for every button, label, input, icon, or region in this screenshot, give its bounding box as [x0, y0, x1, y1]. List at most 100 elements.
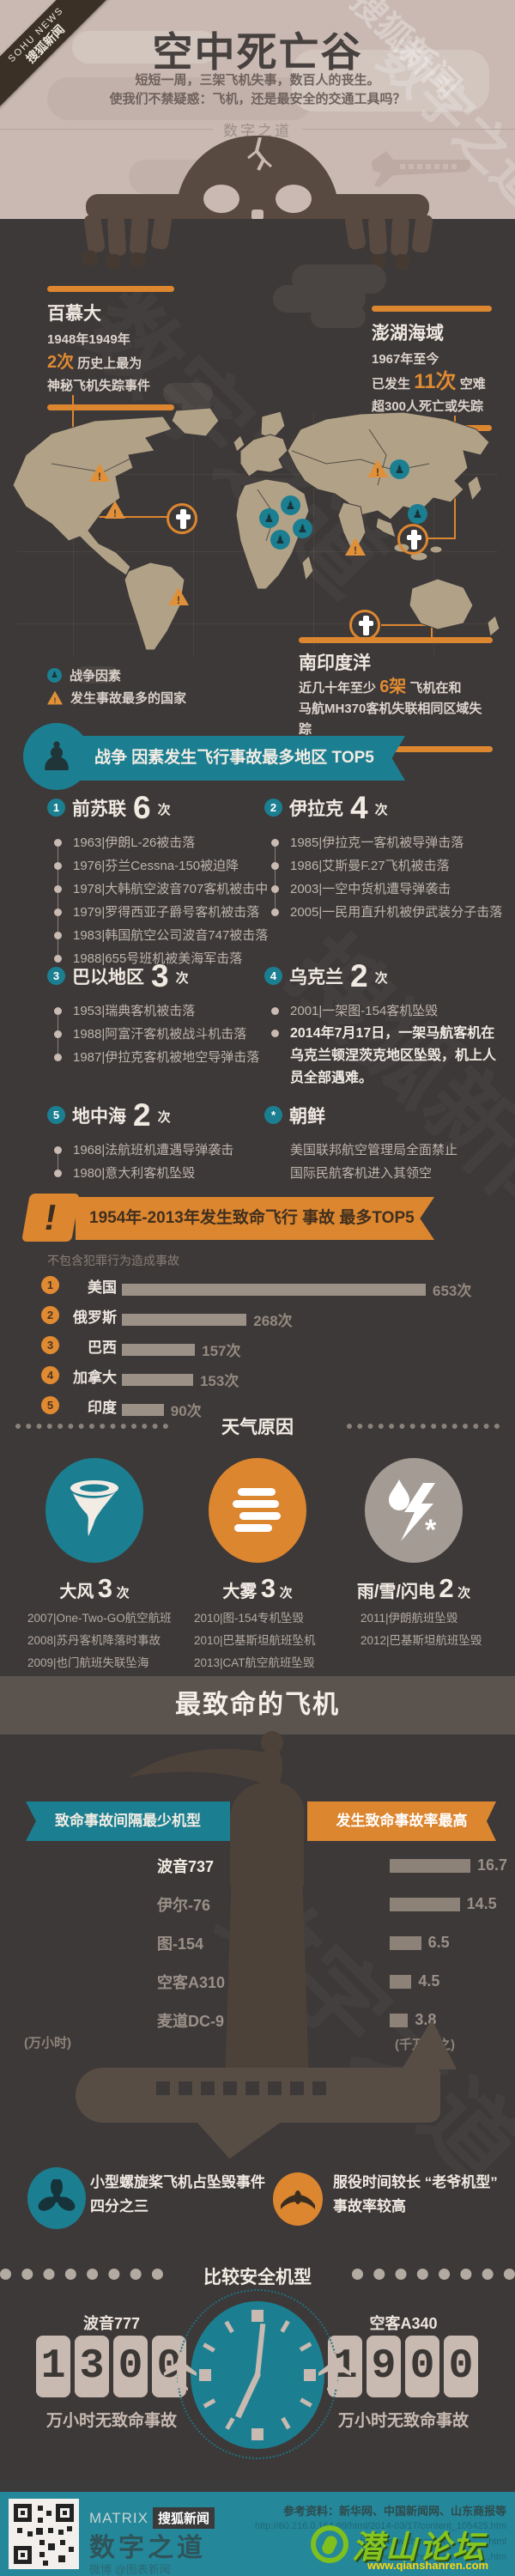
event-list: 1953|瑞典客机被击落 1988|阿富汗客机被战斗机击落 1987|伊拉克客机…: [47, 999, 270, 1069]
deadliest-heading: 最致命的飞机: [0, 1676, 515, 1735]
cloud-shape: [47, 77, 313, 120]
bar-label: 巴西: [88, 1340, 117, 1356]
region-unit: 次: [157, 1110, 171, 1125]
event-item: 2009|也门航班失联坠海: [27, 1656, 149, 1669]
bar-row-canada: 4 加拿大 153次: [0, 1364, 515, 1389]
bar: [122, 1403, 164, 1416]
byline-label: 数字之道: [223, 123, 292, 139]
connector-line: [428, 538, 456, 539]
skull-eye-right: [276, 185, 312, 213]
rank-badge: 4: [264, 967, 282, 985]
flip-digit: 9: [367, 2336, 401, 2397]
cross-marker-icon: [349, 610, 380, 641]
airplane-window: [201, 2081, 215, 2095]
skull-finger-tip: [393, 252, 411, 271]
event-item: 2010|巴基斯坦航班坠机: [194, 1634, 316, 1647]
bar-label: 印度: [88, 1400, 117, 1416]
skull-finger: [106, 216, 127, 257]
weather-name: 大雾: [222, 1583, 258, 1601]
reaper-scythe-blade: [129, 1748, 283, 1789]
event-item: 1980|意大利客机坠毁: [47, 1162, 270, 1185]
page-title: 空中死亡谷: [152, 29, 363, 75]
small-plane-icon: [318, 2351, 351, 2391]
war-marker-icon: ♟: [47, 668, 62, 683]
byline-rule-left: [0, 129, 213, 130]
sohu-badge: 搜狐新闻: [152, 2507, 215, 2529]
event-item: 1986|艾斯曼F.27飞机被击落: [264, 854, 509, 878]
war-region-1: 1 前苏联 6 次 1963|伊朗L-26被击落 1976|芬兰Cessna-1…: [47, 792, 270, 970]
callout-line-post: 空难: [459, 377, 486, 392]
map-gridline: [17, 623, 498, 624]
bar: [390, 1858, 470, 1873]
bar-value: 268次: [253, 1313, 293, 1329]
flip-digit: 1: [36, 2336, 70, 2397]
skull-nose: [251, 210, 264, 219]
flip-digit: 3: [75, 2336, 109, 2397]
bar-label: 美国: [88, 1279, 117, 1296]
rank-badge: 2: [41, 1306, 59, 1324]
war-region-2: 2 伊拉克 4 次 1985|伊拉克一客机被导弹击落 1986|艾斯曼F.27飞…: [264, 790, 509, 924]
dotted-rule-right: [347, 1424, 500, 1429]
note-line: 美国联邦航空管理局全面禁止: [290, 1143, 458, 1157]
propeller-note: 小型螺旋桨飞机占坠毁事件 四分之三: [90, 2171, 265, 2219]
airplane-window: [179, 2081, 192, 2095]
skull-crack: [247, 137, 272, 171]
legend-label: 发生事故最多的国家: [70, 691, 187, 706]
cloud-shape: [76, 666, 118, 683]
footer-divider: [0, 2480, 515, 2492]
airplane-silhouette: [76, 2068, 440, 2123]
skull-finger: [129, 216, 149, 255]
byline-rule-right: [302, 129, 515, 130]
fog-event-list: 2010|图-154专机坠毁 2010|巴基斯坦航班坠机 2013|CAT航空航…: [194, 1607, 316, 1674]
asterisk-badge: *: [264, 1106, 282, 1124]
bar: [390, 1897, 460, 1911]
highlight-count: 6架: [379, 677, 407, 696]
event-item: 2012|巴基斯坦航班坠毁: [360, 1634, 482, 1647]
skull-finger: [411, 213, 433, 254]
war-marker-icon: ♟: [390, 459, 409, 479]
rain-label: 雨/雪/闪电 2 次: [328, 1573, 500, 1604]
event-item: 1987|伊拉克客机被地空导弹击落: [47, 1046, 270, 1069]
airplane-icon: [372, 151, 471, 187]
rank-badge: 4: [41, 1366, 59, 1384]
event-item: 2001|一架图-154客机坠毁: [264, 999, 509, 1023]
callout-bar: [372, 306, 492, 312]
flip-digit: 0: [444, 2336, 478, 2397]
wind-label: 大风 3 次: [9, 1573, 180, 1604]
qr-code: [9, 2499, 79, 2569]
event-item: 1976|芬兰Cessna-150被迫降: [47, 854, 270, 878]
propeller-icon: [38, 2179, 76, 2211]
rank-badge: 3: [41, 1336, 59, 1354]
callout-line: 已发生 11次 空难: [372, 371, 494, 396]
callout-line: 近几十年至少 6架 飞机在和: [299, 677, 494, 699]
reaper-hood: [230, 1783, 304, 1886]
tornado-icon: [70, 1480, 118, 1536]
weather-name: 大风: [59, 1583, 94, 1601]
event-item: 1968|法航班机遭遇导弹袭击: [47, 1139, 270, 1162]
old-plane-circle: [273, 2172, 323, 2226]
wind-circle: [45, 1458, 143, 1563]
bar-value: 6.5: [427, 1934, 450, 1951]
event-item: 1988|阿富汗客机被战斗机击落: [47, 1023, 270, 1046]
bar-row-us: 1 美国 653次: [0, 1274, 515, 1299]
highlight-count: 11次: [414, 370, 457, 393]
airplane-window: [312, 2081, 326, 2095]
world-map: [12, 407, 500, 651]
cloud-shape: [311, 306, 366, 328]
bar-label: 图-154: [157, 1935, 204, 1953]
region-name: 地中海: [72, 1107, 126, 1127]
region-count: 4: [350, 790, 368, 825]
event-list: 1968|法航班机遭遇导弹袭击 1980|意大利客机坠毁: [47, 1139, 270, 1185]
bar-label: 空客A310: [157, 1974, 226, 1991]
big-dots-left: [0, 2269, 163, 2280]
event-item: 1978|大韩航空波音707客机被击中: [47, 878, 270, 901]
region-name: 前苏联: [72, 799, 126, 819]
event-item: 2005|一民用直升机被伊武装分子击落: [264, 901, 509, 924]
event-item: 2011|伊朗航班坠毁: [360, 1612, 458, 1625]
connector-line: [381, 624, 433, 626]
cloud-shape: [72, 31, 218, 64]
bar: [390, 2013, 409, 2027]
airplane-window: [290, 2081, 304, 2095]
chart-note: 不包含犯罪行为造成事故: [47, 1254, 179, 1267]
skull-finger-tip: [106, 253, 122, 270]
